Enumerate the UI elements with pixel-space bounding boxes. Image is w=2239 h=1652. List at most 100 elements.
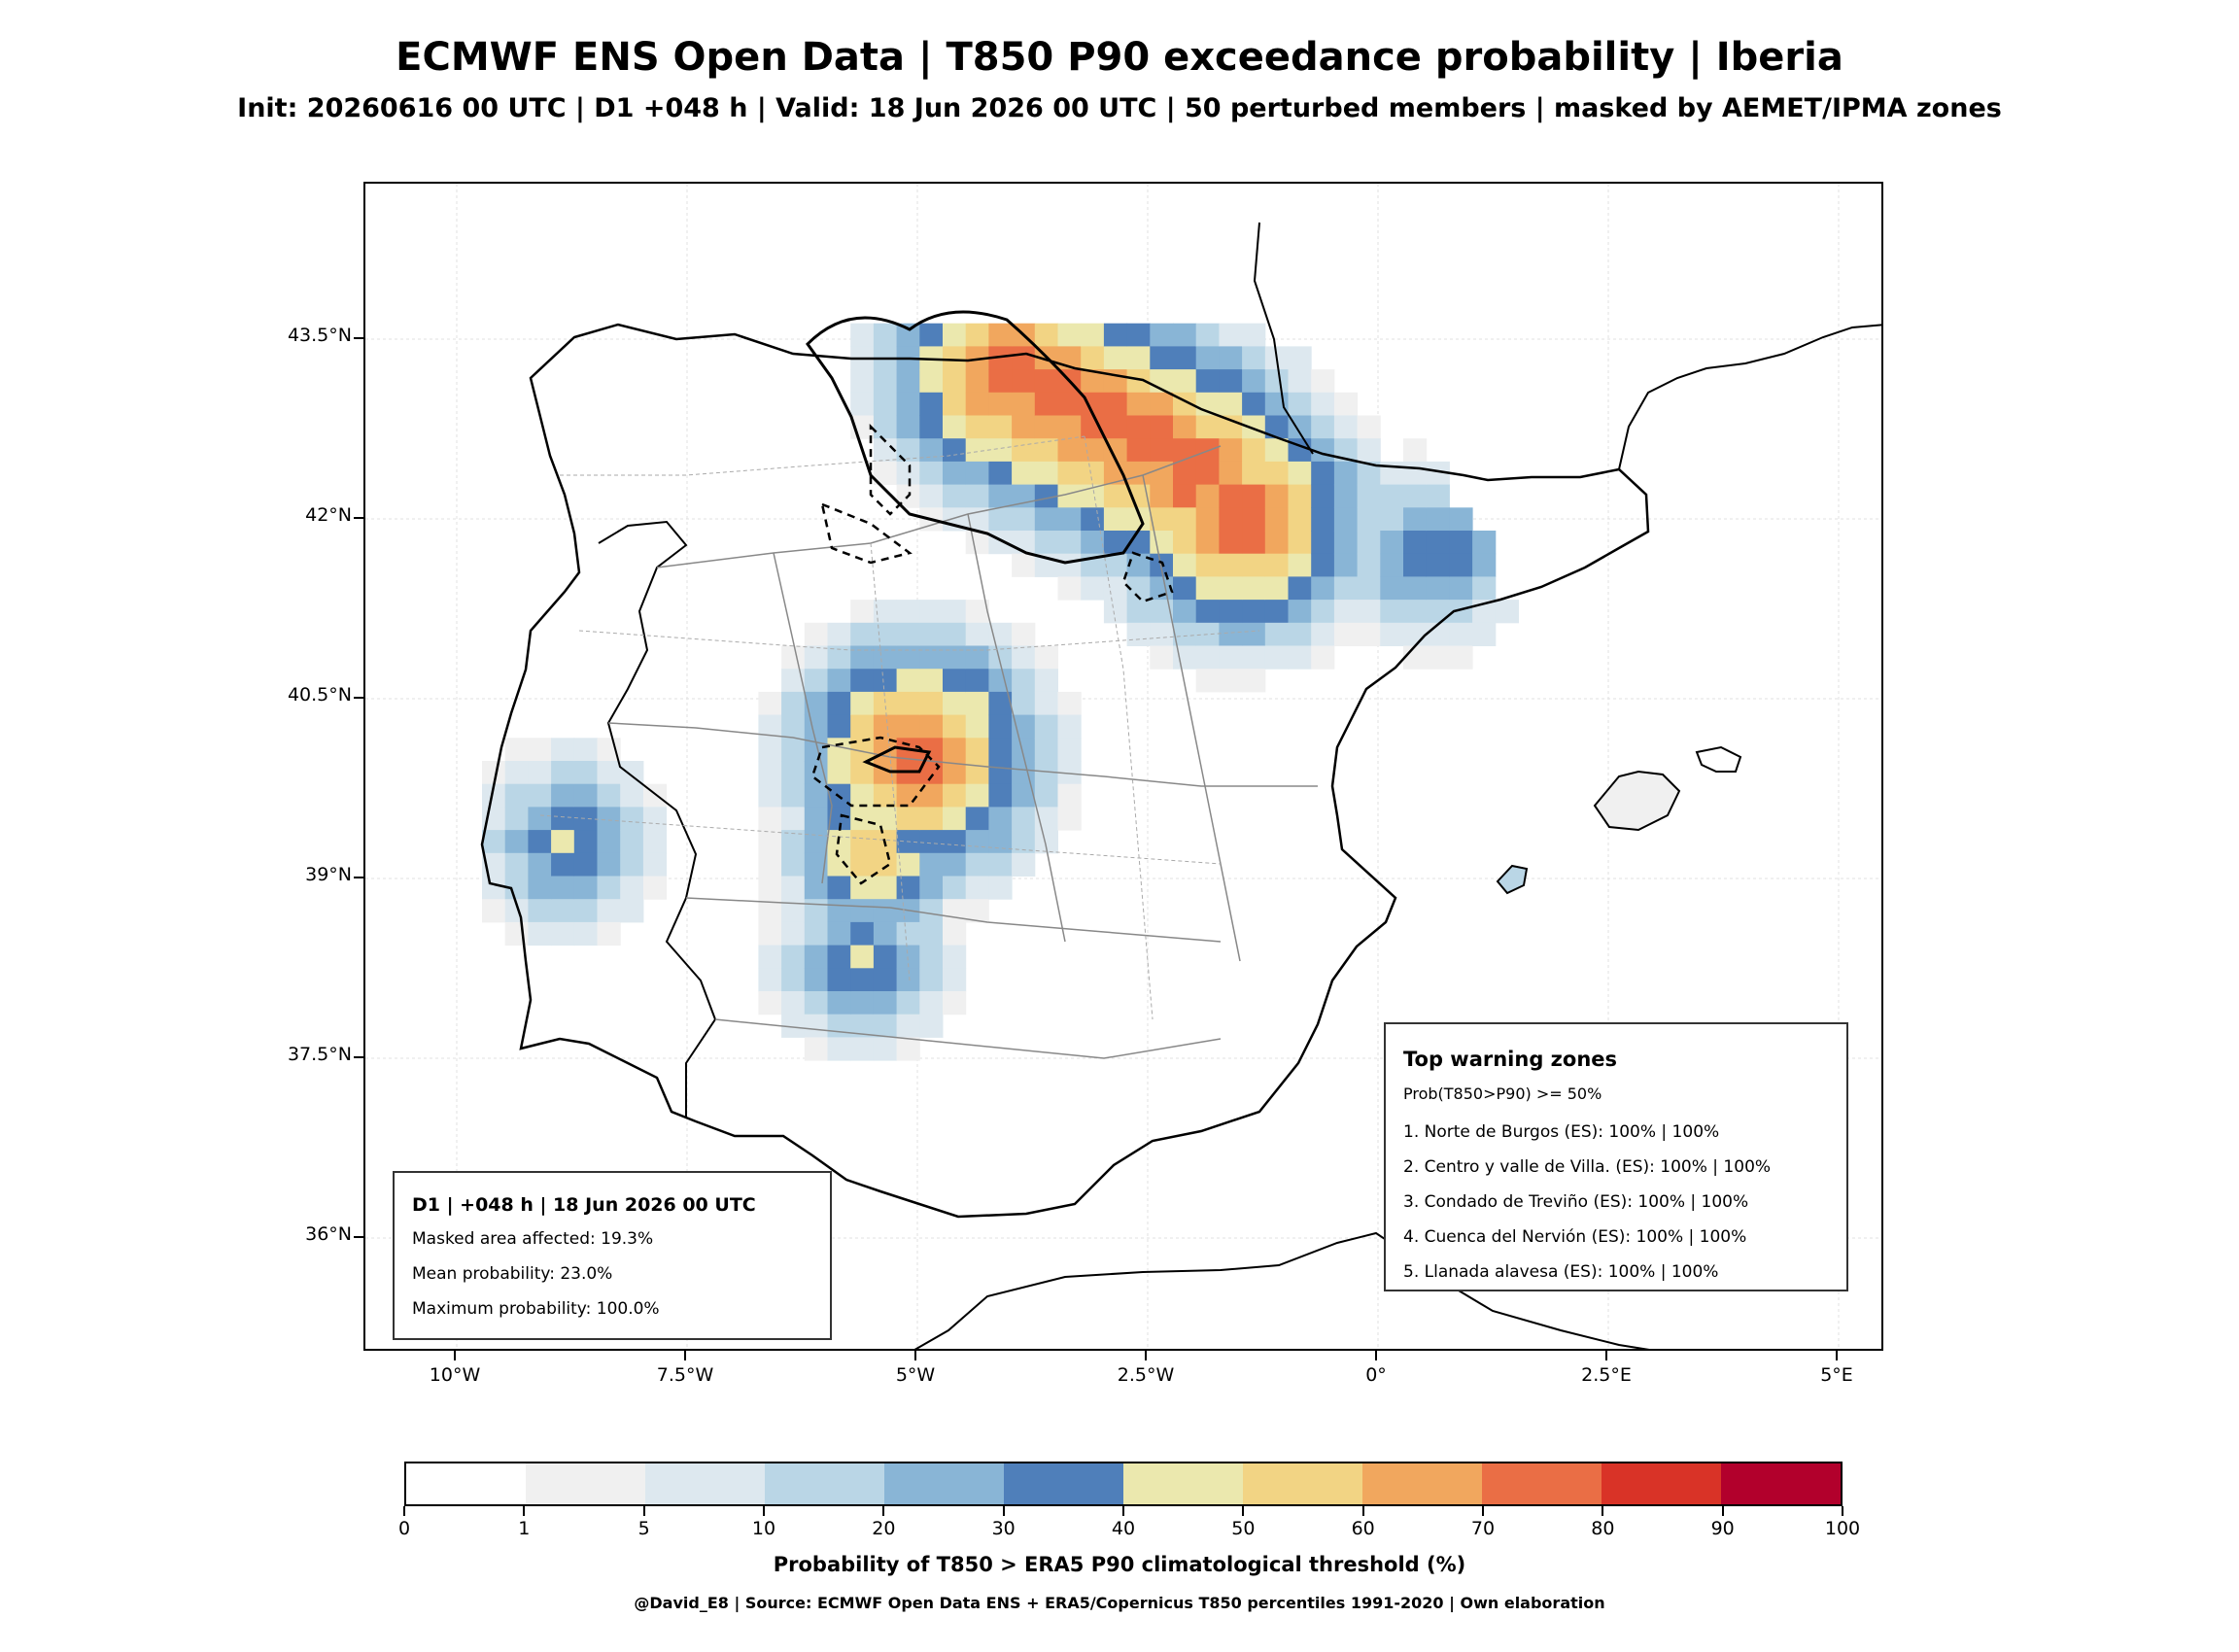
probability-cell bbox=[504, 783, 529, 808]
colorbar-tick-label: 20 bbox=[872, 1518, 896, 1539]
probability-cell bbox=[965, 830, 989, 854]
xtick-mark bbox=[1605, 1351, 1607, 1360]
probability-cell bbox=[988, 531, 1013, 555]
probability-cell bbox=[597, 876, 621, 900]
probability-cell bbox=[1357, 415, 1381, 439]
probability-cell bbox=[1333, 600, 1359, 624]
probability-cell bbox=[1288, 392, 1312, 416]
colorbar-tick-label: 40 bbox=[1111, 1518, 1136, 1539]
probability-cell bbox=[1219, 484, 1243, 508]
probability-cell bbox=[1034, 438, 1058, 463]
probability-cell bbox=[919, 691, 944, 716]
probability-cell bbox=[1403, 531, 1428, 555]
probability-cell bbox=[1357, 553, 1381, 577]
lon-tick-5e: 5°E bbox=[1820, 1364, 1853, 1386]
probability-cell bbox=[1150, 484, 1174, 508]
probability-cell bbox=[965, 899, 989, 923]
probability-cell bbox=[528, 876, 552, 900]
colorbar-tick-label: 10 bbox=[751, 1518, 776, 1539]
probability-cell bbox=[943, 622, 967, 646]
probability-cell bbox=[1311, 415, 1335, 439]
probability-cell bbox=[1242, 645, 1266, 670]
probability-cell bbox=[896, 600, 920, 624]
probability-cell bbox=[1057, 415, 1082, 439]
probability-cell bbox=[1242, 622, 1266, 646]
probability-cell bbox=[597, 852, 621, 877]
probability-cell bbox=[1150, 645, 1174, 670]
probability-cell bbox=[919, 415, 944, 439]
probability-cell bbox=[1150, 622, 1174, 646]
probability-cell bbox=[1242, 415, 1266, 439]
probability-cell bbox=[943, 968, 967, 992]
probability-cell bbox=[850, 852, 875, 877]
probability-cell bbox=[873, 899, 898, 923]
probability-cell bbox=[758, 945, 782, 969]
probability-cell bbox=[528, 921, 552, 946]
probability-cell bbox=[1034, 415, 1058, 439]
probability-cell bbox=[827, 921, 851, 946]
stats-max-prob: Maximum probability: 100.0% bbox=[412, 1299, 660, 1319]
probability-cell bbox=[1173, 553, 1197, 577]
probability-cell bbox=[1057, 507, 1082, 532]
probability-cell bbox=[781, 714, 806, 739]
ytick-mark bbox=[354, 877, 363, 878]
probability-cell bbox=[943, 392, 967, 416]
probability-cell bbox=[620, 761, 644, 785]
probability-cell bbox=[573, 899, 598, 923]
colorbar-segment bbox=[1123, 1463, 1243, 1504]
probability-cell bbox=[850, 691, 875, 716]
probability-cell bbox=[850, 392, 875, 416]
probability-cell bbox=[1426, 507, 1450, 532]
probability-cell bbox=[1264, 576, 1289, 601]
probability-cell bbox=[1449, 531, 1473, 555]
probability-cell bbox=[781, 738, 806, 762]
probability-cell bbox=[965, 622, 989, 646]
probability-cell bbox=[943, 945, 967, 969]
probability-cell bbox=[1195, 484, 1220, 508]
probability-cell bbox=[1333, 507, 1359, 532]
probability-cell bbox=[988, 852, 1013, 877]
probability-cell bbox=[1472, 622, 1497, 646]
probability-cell bbox=[804, 899, 828, 923]
probability-cell bbox=[1264, 531, 1289, 555]
probability-cell bbox=[850, 991, 875, 1015]
probability-cell bbox=[1311, 600, 1335, 624]
lat-tick-37-5: 37.5°N bbox=[287, 1044, 352, 1065]
probability-cell bbox=[965, 876, 989, 900]
probability-cell bbox=[1195, 415, 1220, 439]
probability-cell bbox=[1012, 392, 1036, 416]
probability-cell bbox=[988, 807, 1013, 831]
colorbar-tick-label: 60 bbox=[1351, 1518, 1375, 1539]
probability-cell bbox=[1403, 600, 1428, 624]
probability-cell bbox=[551, 876, 575, 900]
probability-cell bbox=[1357, 484, 1381, 508]
probability-cell bbox=[1403, 438, 1428, 463]
probability-cell bbox=[1034, 783, 1058, 808]
probability-cell bbox=[943, 484, 967, 508]
probability-cell bbox=[1357, 507, 1381, 532]
probability-cell bbox=[781, 876, 806, 900]
probability-cell bbox=[965, 807, 989, 831]
probability-cell bbox=[1219, 645, 1243, 670]
probability-cell bbox=[919, 323, 944, 347]
probability-cell bbox=[919, 392, 944, 416]
probability-cell bbox=[1103, 415, 1128, 439]
probability-cell bbox=[1242, 323, 1266, 347]
probability-cell bbox=[1403, 461, 1428, 486]
colorbar-tick-mark bbox=[1122, 1506, 1124, 1516]
colorbar-tick-label: 80 bbox=[1591, 1518, 1615, 1539]
probability-cell bbox=[1264, 438, 1289, 463]
probability-cell bbox=[597, 830, 621, 854]
probability-cell bbox=[1057, 531, 1082, 555]
probability-cell bbox=[1242, 531, 1266, 555]
probability-cell bbox=[758, 807, 782, 831]
probability-cell bbox=[758, 783, 782, 808]
probability-cell bbox=[1057, 714, 1082, 739]
probability-cell bbox=[1311, 531, 1335, 555]
lat-tick-42: 42°N bbox=[305, 504, 352, 526]
probability-cell bbox=[1288, 645, 1312, 670]
probability-cell bbox=[1242, 461, 1266, 486]
mallorca-island bbox=[1593, 770, 1681, 832]
probability-cell bbox=[551, 761, 575, 785]
probability-cell bbox=[965, 714, 989, 739]
